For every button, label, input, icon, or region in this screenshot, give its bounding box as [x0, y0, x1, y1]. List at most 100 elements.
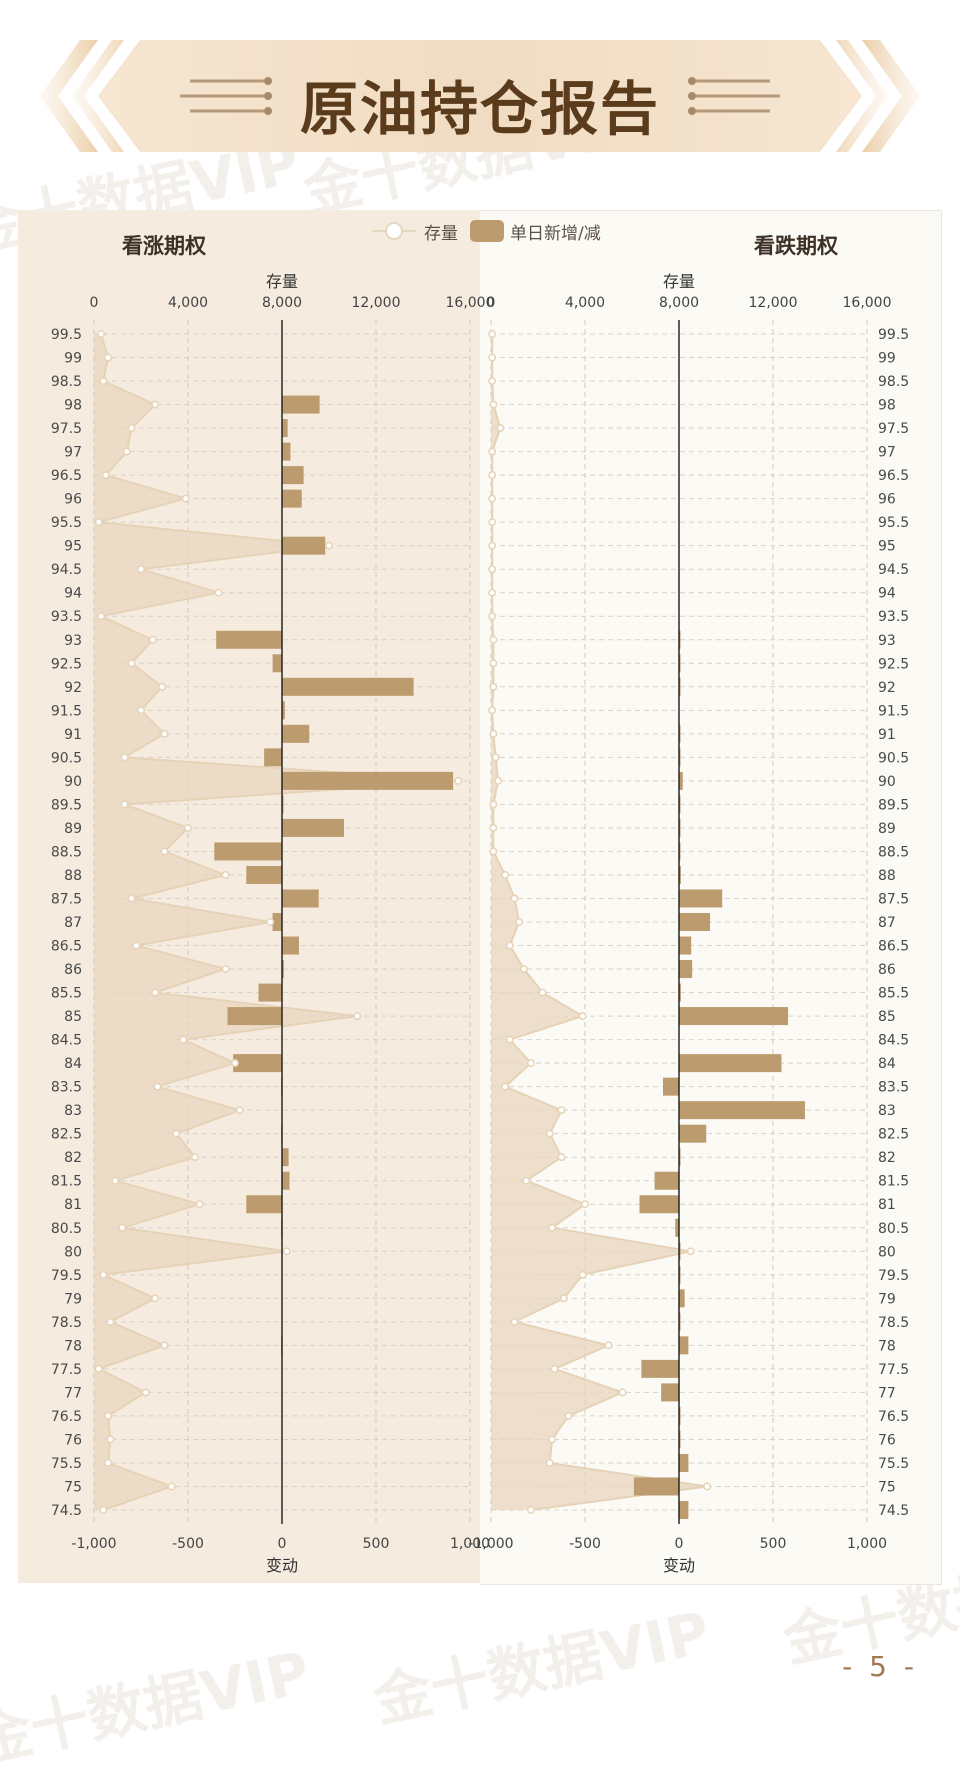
call-change-bar: [272, 654, 282, 673]
call-change-tick-label: 1,000: [450, 1536, 490, 1552]
call-change-bar: [282, 960, 284, 979]
call-stock-point: [160, 729, 169, 738]
call-category-label: 97: [64, 445, 82, 461]
put-stock-point: [510, 894, 519, 903]
call-stock-point: [181, 494, 190, 503]
call-category-label: 88.5: [51, 844, 82, 860]
put-change-bar: [679, 842, 681, 861]
put-category-label: 87.5: [878, 891, 909, 907]
put-stock-point: [488, 494, 497, 503]
call-stock-point: [167, 1482, 176, 1491]
call-category-label: 78: [64, 1338, 82, 1354]
call-category-label: 85.5: [51, 986, 82, 1002]
call-stock-point: [353, 1012, 362, 1021]
put-change-bar: [679, 724, 681, 743]
put-stock-point: [489, 659, 498, 668]
title-banner: [40, 40, 920, 152]
page-number: - 5 -: [842, 1650, 918, 1683]
put-stock-point: [488, 330, 497, 338]
call-category-label: 98.5: [51, 374, 82, 390]
put-stock-point: [686, 1247, 695, 1256]
put-category-label: 83: [878, 1103, 896, 1119]
call-stock-point: [101, 471, 110, 480]
put-stock-point: [488, 353, 497, 362]
put-change-bar: [679, 1501, 689, 1519]
call-category-label: 87.5: [51, 891, 82, 907]
put-category-label: 94.5: [878, 562, 909, 578]
put-category-label: 90.5: [878, 750, 909, 766]
put-stock-point: [488, 588, 497, 597]
put-category-label: 80.5: [878, 1221, 909, 1237]
put-category-label: 99: [878, 351, 896, 367]
put-change-bar: [679, 1148, 681, 1167]
call-category-label: 81: [64, 1197, 82, 1213]
call-category-label: 82: [64, 1150, 82, 1166]
call-change-tick-label: 0: [278, 1536, 287, 1552]
call-category-label: 99.5: [51, 327, 82, 343]
call-change-tick-label: -500: [172, 1536, 204, 1552]
put-change-bar: [679, 1406, 681, 1425]
call-stock-point: [106, 1317, 115, 1326]
call-change-bar: [216, 630, 282, 649]
put-category-label: 82: [878, 1150, 896, 1166]
put-change-bar: [679, 795, 681, 814]
put-category-label: 84: [878, 1056, 896, 1072]
put-stock-area: [491, 334, 708, 1510]
put-stock-tick-label: 12,000: [749, 295, 798, 311]
put-stock-point: [496, 424, 505, 433]
put-change-bar: [679, 1054, 782, 1073]
call-change-bar: [282, 936, 299, 955]
put-stock-point: [548, 1223, 557, 1232]
put-category-label: 75.5: [878, 1456, 909, 1472]
put-stock-point: [489, 682, 498, 691]
call-change-axis-label: 变动: [266, 1556, 298, 1575]
put-category-label: 75: [878, 1479, 896, 1495]
put-stock-point: [488, 518, 497, 527]
call-change-bar: [246, 1195, 282, 1214]
put-category-label: 86.5: [878, 939, 909, 955]
call-category-label: 81.5: [51, 1174, 82, 1190]
call-stock-point: [97, 330, 106, 338]
put-category-label: 92.5: [878, 656, 909, 672]
call-stock-point: [94, 1364, 103, 1373]
call-stock-point: [158, 682, 167, 691]
put-stock-point: [489, 800, 498, 809]
put-category-label: 79: [878, 1291, 896, 1307]
call-stock-tick-label: 8,000: [262, 295, 302, 311]
put-stock-point: [488, 612, 497, 621]
call-category-label: 88: [64, 868, 82, 884]
put-change-bar: [675, 1218, 679, 1237]
put-change-bar: [679, 1289, 685, 1308]
call-category-label: 79.5: [51, 1268, 82, 1284]
put-category-label: 84.5: [878, 1033, 909, 1049]
put-stock-point: [545, 1129, 554, 1138]
put-change-tick-label: 500: [760, 1536, 787, 1552]
put-stock-point: [505, 941, 514, 950]
put-change-bar: [654, 1171, 679, 1190]
put-change-bar: [641, 1359, 679, 1378]
put-category-label: 98: [878, 398, 896, 414]
call-stock-point: [127, 894, 136, 903]
put-change-bar: [679, 1336, 689, 1355]
call-stock-point: [153, 1082, 162, 1091]
put-category-label: 85: [878, 1009, 896, 1025]
put-stock-tick-label: 4,000: [565, 295, 605, 311]
call-change-bar: [227, 1007, 282, 1026]
call-stock-point: [160, 1341, 169, 1350]
call-category-label: 86.5: [51, 939, 82, 955]
call-category-label: 95: [64, 539, 82, 555]
put-stock-point: [578, 1270, 587, 1279]
call-category-label: 92: [64, 680, 82, 696]
page-title: 原油持仓报告: [299, 75, 660, 143]
call-change-bar: [258, 983, 282, 1002]
put-stock-point: [519, 965, 528, 973]
call-category-label: 91.5: [51, 703, 82, 719]
put-category-label: 76.5: [878, 1409, 909, 1425]
put-stock-point: [522, 1176, 531, 1185]
call-stock-point: [132, 941, 141, 950]
put-stock-point: [488, 377, 497, 385]
put-category-label: 95: [878, 539, 896, 555]
put-stock-point: [559, 1294, 568, 1303]
call-stock-point: [454, 776, 463, 785]
call-category-label: 95.5: [51, 515, 82, 531]
